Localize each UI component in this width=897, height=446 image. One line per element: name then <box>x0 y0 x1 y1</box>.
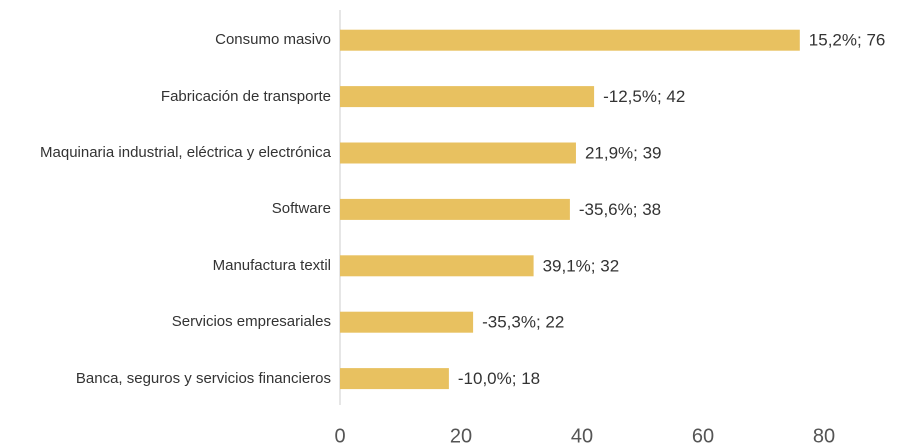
category-label: Servicios empresariales <box>171 313 331 331</box>
value-label: 39,1%; 32 <box>543 256 620 275</box>
value-label: -10,0%; 18 <box>458 369 540 388</box>
x-tick-label: 40 <box>571 425 593 446</box>
category-label: Consumo masivo <box>215 31 331 49</box>
x-tick-label: 20 <box>450 425 472 446</box>
bar <box>340 255 534 277</box>
bar <box>340 311 474 333</box>
value-label: -35,3%; 22 <box>482 313 564 332</box>
category-label: Fabricación de transporte <box>160 87 331 105</box>
category-label: Manufactura textil <box>212 256 331 274</box>
bar <box>340 86 595 108</box>
category-label: Software <box>271 200 331 218</box>
x-tick-label: 80 <box>813 425 835 446</box>
bar <box>340 29 800 51</box>
bar <box>340 142 576 164</box>
bar <box>340 368 449 390</box>
category-label: Banca, seguros y servicios financieros <box>75 369 331 387</box>
x-tick-label: 0 <box>334 425 345 446</box>
category-label: Maquinaria industrial, eléctrica y elect… <box>40 144 331 161</box>
value-label: 21,9%; 39 <box>585 143 662 162</box>
value-label: -35,6%; 38 <box>579 200 661 219</box>
value-label: 15,2%; 76 <box>809 31 886 50</box>
x-tick-label: 60 <box>692 425 714 446</box>
bar <box>340 198 570 220</box>
value-label: -12,5%; 42 <box>603 87 685 106</box>
